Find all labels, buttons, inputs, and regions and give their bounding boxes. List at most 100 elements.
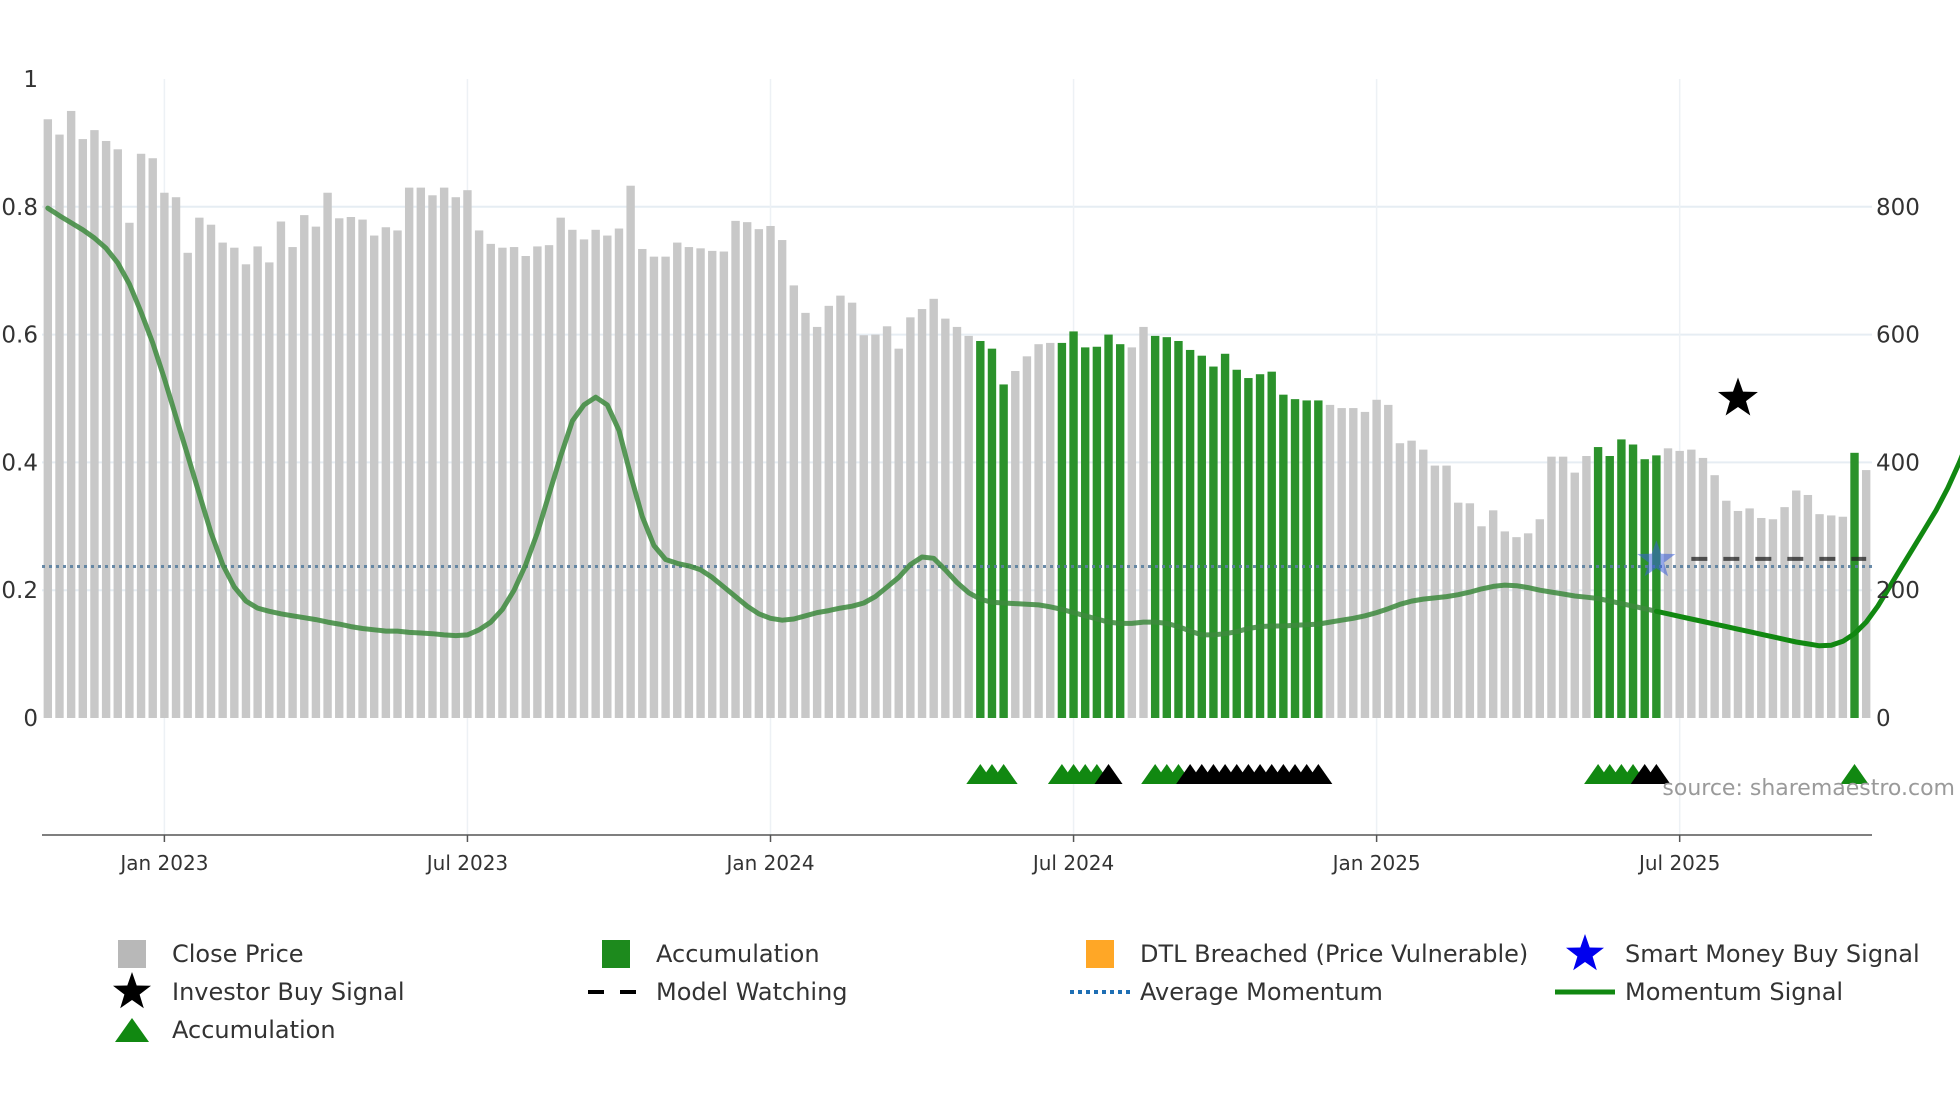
- legend-label: Accumulation: [172, 1016, 336, 1044]
- close-price-bar: [1547, 456, 1556, 718]
- accumulation-bar: [1092, 346, 1102, 718]
- close-price-bar: [906, 317, 915, 718]
- axes: 0 0.2 0.4 0.6 0.8 1 0 200 400 600 800 Jan 2023 Jul 2…: [1, 67, 1919, 875]
- accumulation-bar: [1232, 369, 1241, 718]
- close-price-bar: [463, 190, 472, 718]
- close-price-bar: [1419, 449, 1428, 718]
- accumulation-bar: [1150, 335, 1160, 718]
- close-price-bar: [265, 262, 274, 718]
- accumulation-bar: [999, 384, 1008, 718]
- close-price-bar: [1757, 517, 1766, 718]
- close-price-bar: [206, 224, 216, 718]
- investor-buy-signal-star: [1718, 377, 1758, 416]
- close-price-bar: [1710, 475, 1719, 718]
- close-price-bar: [195, 217, 204, 718]
- close-price-bar: [451, 197, 460, 719]
- close-price-bar: [404, 187, 414, 718]
- close-price-bar: [638, 248, 647, 718]
- legend-star-icon: [113, 972, 151, 1009]
- close-price-bar: [439, 187, 449, 718]
- close-price-bar: [125, 222, 134, 718]
- close-price-bar: [381, 227, 391, 718]
- close-price-bar: [941, 318, 950, 719]
- close-price-bar: [148, 158, 157, 719]
- accumulation-bar: [1652, 455, 1661, 718]
- close-price-bar: [1325, 404, 1335, 718]
- accumulation-bar: [1081, 347, 1090, 718]
- close-price-bar: [1127, 347, 1137, 718]
- legend-item: DTL Breached (Price Vulnerable): [1086, 940, 1528, 968]
- close-price-bar: [521, 256, 530, 718]
- accumulation-bar: [1302, 400, 1311, 718]
- close-price-bar: [136, 153, 146, 718]
- legend-label: Momentum Signal: [1625, 978, 1843, 1006]
- legend-item: Accumulation: [602, 940, 820, 968]
- close-price-bar: [311, 226, 321, 719]
- close-price-bar: [1582, 456, 1591, 718]
- close-price-bar: [556, 217, 565, 718]
- close-price-bar: [90, 130, 99, 718]
- accumulation-bar: [1267, 371, 1276, 718]
- accumulation-bar: [1640, 459, 1649, 718]
- model-watching-marker: [1094, 764, 1123, 784]
- legend-label: Smart Money Buy Signal: [1625, 940, 1920, 968]
- right-axis-tick-label: 800: [1876, 195, 1920, 221]
- accumulation-bar: [1605, 456, 1614, 718]
- close-price-bar: [101, 140, 111, 719]
- accumulation-bar: [1069, 331, 1078, 718]
- left-axis-tick-label: 0.6: [1, 323, 38, 349]
- close-price-bar: [789, 285, 799, 718]
- close-price-bar: [754, 229, 764, 718]
- accumulation-bar: [1628, 444, 1638, 718]
- close-price-bar: [1722, 500, 1731, 718]
- close-price-bar: [358, 219, 367, 718]
- close-price-bar: [1395, 443, 1405, 718]
- accumulation-bar: [1174, 340, 1183, 718]
- accumulation-bar: [1162, 337, 1171, 718]
- momentum-signal-line: [45, 205, 1659, 639]
- close-price-bar: [603, 235, 612, 718]
- price-bars: [43, 110, 1871, 719]
- close-price-bar: [1780, 507, 1789, 718]
- close-price-bar: [1372, 399, 1381, 718]
- close-price-bar: [1034, 344, 1043, 718]
- accumulation-bar: [1197, 355, 1206, 718]
- close-price-bar: [626, 185, 635, 718]
- close-price-bar: [544, 245, 554, 718]
- close-price-bar: [1139, 326, 1148, 718]
- close-price-bar: [43, 119, 53, 718]
- right-axis-tick-label: 200: [1876, 578, 1920, 604]
- legend-square-swatch: [602, 940, 630, 968]
- event-markers: [966, 764, 1869, 784]
- close-price-bar: [160, 192, 169, 719]
- close-price-bar: [1442, 465, 1451, 718]
- close-price-bar: [1384, 404, 1393, 718]
- close-price-bar: [1745, 508, 1754, 718]
- close-price-bar: [1046, 342, 1055, 718]
- close-price-bar: [346, 217, 356, 718]
- accumulation-bar: [1290, 399, 1300, 718]
- close-price-bar: [964, 335, 973, 718]
- x-axis-tick-label: Jul 2025: [1637, 851, 1720, 875]
- x-axis-tick-label: Jan 2024: [724, 851, 814, 875]
- close-price-bar: [78, 139, 87, 718]
- legend-label: Model Watching: [656, 978, 848, 1006]
- legend-item: Smart Money Buy Signal: [1566, 934, 1920, 971]
- close-price-bar: [894, 348, 903, 718]
- close-price-bar: [1815, 514, 1824, 718]
- momentum-signal-line-recent: [1653, 454, 1960, 649]
- close-price-bar: [952, 326, 962, 718]
- close-price-bar: [731, 220, 740, 719]
- close-price-bar: [1558, 456, 1568, 718]
- close-price-bar: [708, 250, 717, 718]
- close-price-bar: [1733, 510, 1743, 718]
- close-price-bar: [1698, 457, 1708, 718]
- close-price-bar: [1360, 411, 1370, 718]
- accumulation-bar: [1244, 378, 1253, 718]
- x-axis-tick-label: Jul 2023: [425, 851, 508, 875]
- close-price-bar: [696, 248, 705, 718]
- close-price-bar: [1349, 408, 1358, 718]
- accumulation-bar: [1220, 353, 1230, 718]
- close-price-bar: [649, 256, 659, 718]
